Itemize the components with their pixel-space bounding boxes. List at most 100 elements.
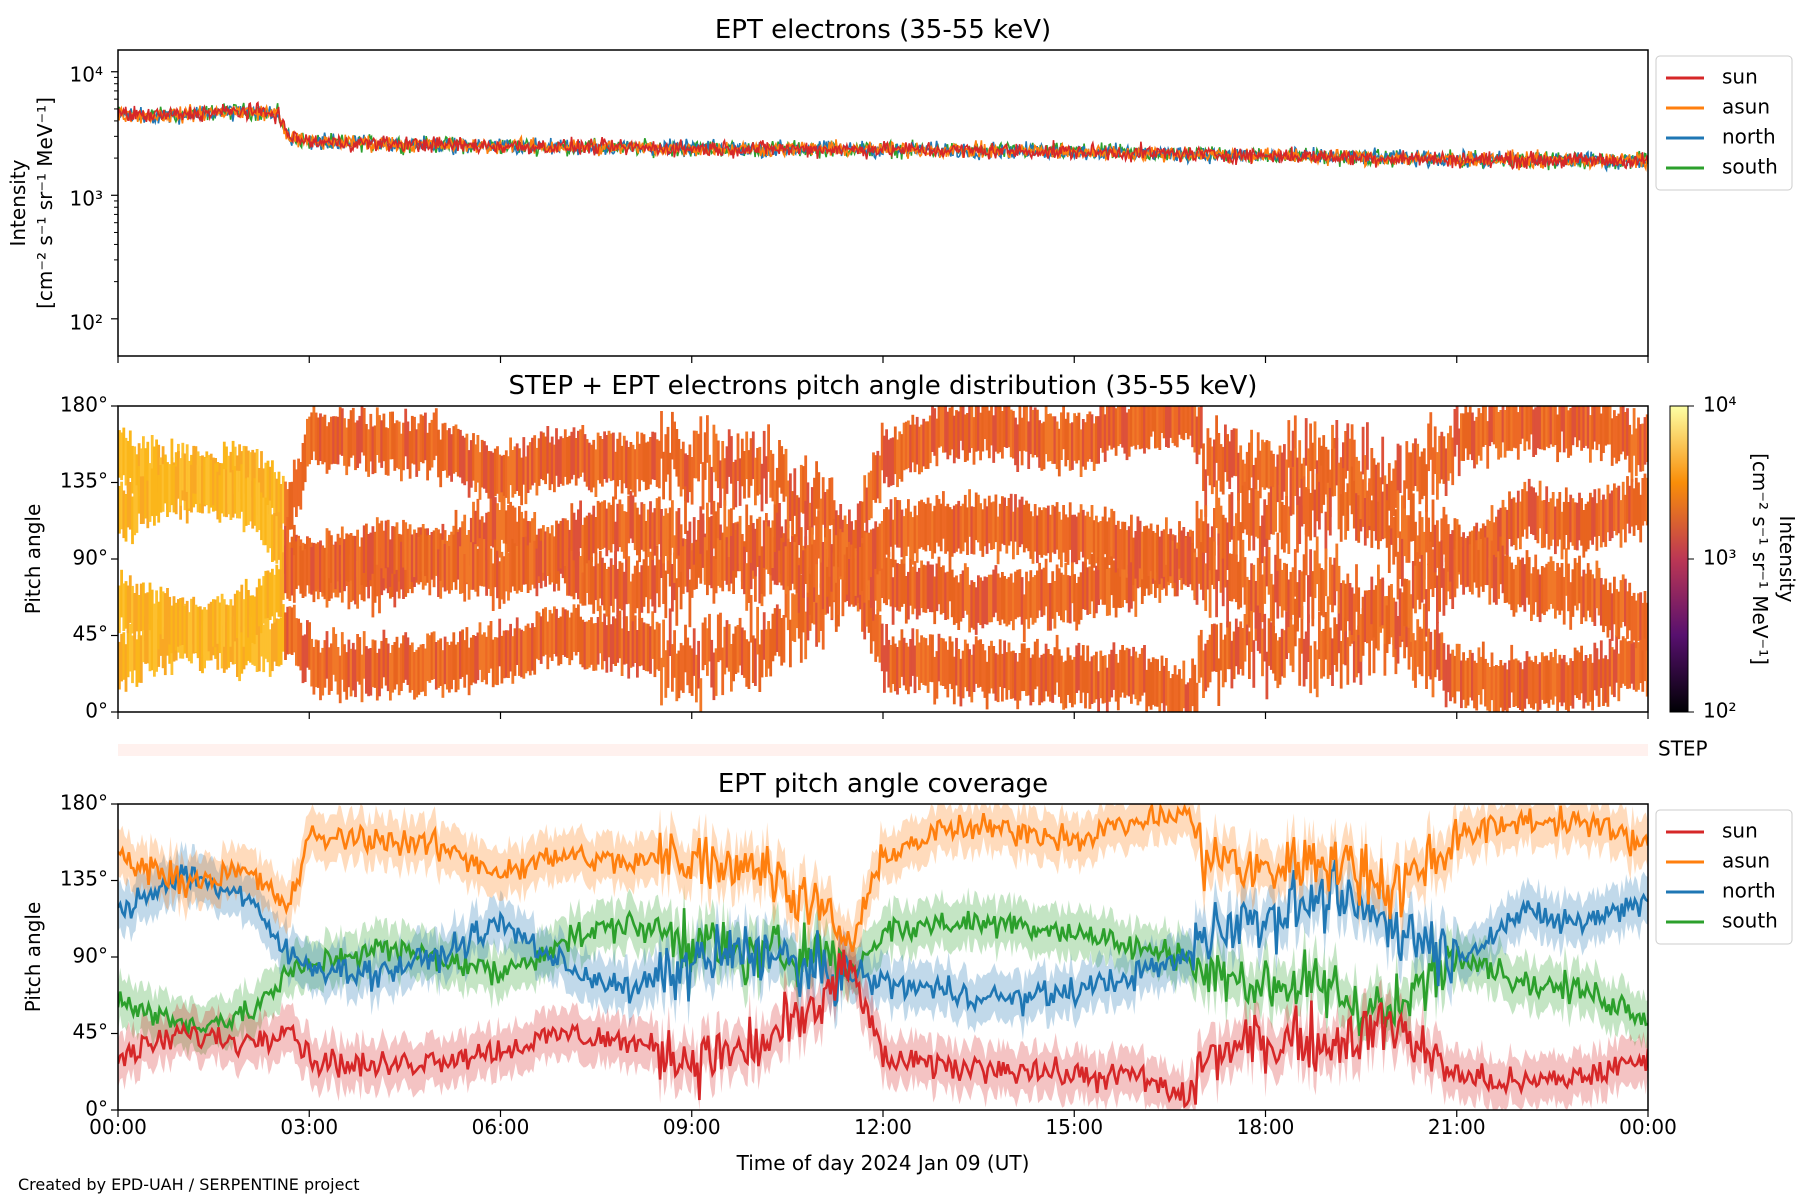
heatmap-cell	[891, 437, 895, 485]
heatmap-cell	[1333, 617, 1337, 665]
heatmap-cell	[1538, 480, 1542, 529]
heatmap-cell	[450, 641, 453, 690]
heatmap-cell	[290, 481, 294, 530]
heatmap-cell	[1066, 647, 1070, 695]
heatmap-cell	[1377, 564, 1380, 613]
heatmap-cell	[1352, 593, 1356, 642]
legend-label-sun: sun	[1722, 65, 1758, 89]
heatmap-cell	[885, 507, 888, 555]
colorbar-tick-label: 10²	[1703, 699, 1736, 723]
heatmap-cell	[771, 453, 775, 502]
heatmap-cell	[933, 505, 937, 554]
heatmap-cell	[535, 447, 539, 496]
heatmap-cell	[500, 492, 504, 540]
heatmap-cell	[813, 477, 816, 526]
heatmap-cell	[577, 430, 580, 479]
heatmap-cell	[692, 517, 696, 565]
heatmap-cell	[1370, 576, 1374, 625]
heatmap-cell	[994, 406, 998, 452]
heatmap-cell	[581, 619, 585, 668]
heatmap-cell	[566, 520, 569, 568]
heatmap-cell	[1095, 651, 1098, 700]
heatmap-cell	[815, 461, 818, 509]
heatmap-cell	[848, 559, 851, 607]
heatmap-cell	[126, 629, 130, 678]
pitch-angle-heatmap	[118, 406, 1648, 712]
heatmap-cell	[1156, 659, 1159, 707]
heatmap-cell	[861, 501, 864, 550]
heatmap-cell	[900, 434, 904, 482]
heatmap-cell	[373, 531, 377, 580]
heatmap-cell	[1643, 591, 1647, 639]
heatmap-cell	[550, 613, 554, 661]
heatmap-cell	[233, 466, 237, 514]
heatmap-cell	[1352, 635, 1356, 683]
heatmap-cell	[926, 645, 930, 693]
heatmap-cell	[264, 462, 268, 511]
heatmap-cell	[415, 532, 419, 581]
heatmap-cell	[384, 427, 388, 475]
heatmap-cell	[1420, 555, 1424, 603]
heatmap-cell	[730, 508, 733, 556]
heatmap-cell	[231, 440, 235, 489]
heatmap-cell	[163, 627, 167, 676]
time-tick-label: 18:00	[1237, 1115, 1295, 1139]
heatmap-cell	[1324, 511, 1328, 560]
heatmap-cell	[655, 545, 659, 594]
heatmap-cell	[747, 641, 751, 689]
heatmap-cell	[1116, 520, 1120, 569]
heatmap-cell	[942, 491, 945, 539]
heatmap-cell	[273, 472, 276, 520]
heatmap-cell	[1578, 492, 1581, 541]
heatmap-cell	[1411, 493, 1415, 541]
heatmap-cell	[1081, 509, 1085, 558]
heatmap-cell	[1112, 406, 1116, 448]
heatmap-cell	[358, 546, 362, 595]
heatmap-cell	[222, 441, 226, 490]
heatmap-cell	[852, 543, 856, 591]
heatmap-cell	[389, 539, 392, 587]
heatmap-cell	[316, 542, 320, 590]
heatmap-cell	[1276, 532, 1280, 581]
heatmap-cell	[546, 621, 550, 670]
heatmap-cell	[804, 536, 808, 584]
heatmap-cell	[371, 526, 375, 574]
colorbar-label: Intensity	[1775, 515, 1799, 602]
heatmap-cell	[220, 465, 224, 514]
heatmap-cell	[629, 620, 633, 668]
heatmap-cell	[1532, 661, 1535, 710]
heatmap-cell	[1621, 406, 1625, 452]
heatmap-cell	[795, 580, 799, 629]
heatmap-cell	[1025, 500, 1028, 549]
heatmap-cell	[1108, 654, 1111, 702]
heatmap-cell	[723, 626, 727, 675]
heatmap-cell	[1401, 592, 1404, 640]
heatmap-cell	[1505, 669, 1509, 712]
heatmap-cell	[137, 595, 141, 643]
heatmap-cell	[1562, 655, 1566, 703]
heatmap-cell	[1495, 557, 1498, 605]
heatmap-cell	[1031, 654, 1035, 702]
heatmap-cell	[1009, 651, 1013, 699]
heatmap-cell	[769, 450, 773, 498]
heatmap-cell	[1383, 490, 1387, 539]
heatmap-cell	[472, 542, 475, 590]
heatmap-cell	[730, 536, 733, 584]
heatmap-cell	[887, 509, 891, 557]
heatmap-cell	[476, 632, 480, 681]
heatmap-cell	[271, 514, 274, 562]
heatmap-cell	[1549, 406, 1553, 445]
heatmap-cell	[1007, 577, 1011, 625]
heatmap-cell	[987, 495, 991, 544]
heatmap-cell	[878, 523, 882, 572]
heatmap-cell	[194, 604, 198, 653]
heatmap-cell	[1575, 406, 1579, 448]
heatmap-cell	[642, 622, 646, 670]
heatmap-cell	[1468, 406, 1472, 455]
heatmap-cell	[675, 578, 679, 626]
heatmap-cell	[1331, 448, 1334, 497]
heatmap-cell	[889, 438, 893, 486]
heatmap-cell	[181, 442, 185, 491]
heatmap-cell	[533, 540, 537, 589]
